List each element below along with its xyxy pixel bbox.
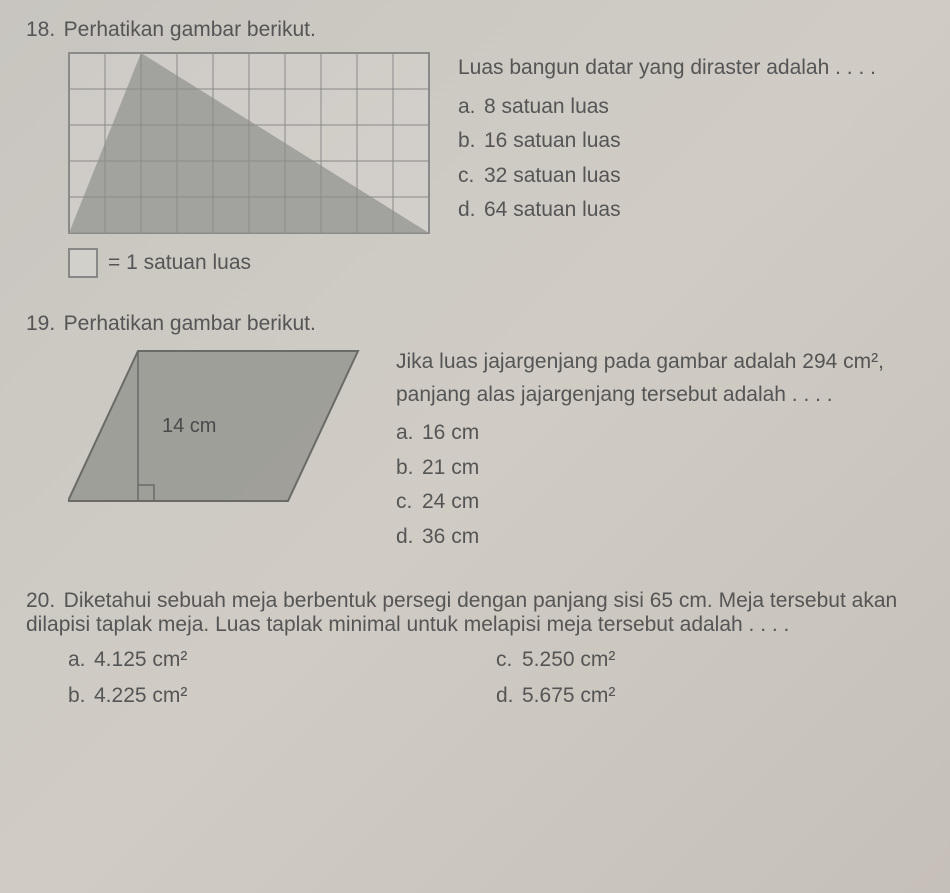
option-text: 16 cm xyxy=(422,421,479,444)
q19-option-a: a.16 cm xyxy=(396,417,924,450)
question-20: 20. Diketahui sebuah meja berbentuk pers… xyxy=(26,589,924,714)
q18-option-d: d.64 satuan luas xyxy=(458,194,924,227)
q18-legend: = 1 satuan luas xyxy=(68,248,924,278)
option-letter: b. xyxy=(458,125,484,158)
q18-option-b: b.16 satuan luas xyxy=(458,125,924,158)
q20-option-d: d.5.675 cm² xyxy=(496,679,924,713)
option-text: 5.250 cm² xyxy=(522,648,615,671)
q19-para-svg: 14 cm xyxy=(68,346,368,516)
option-letter: b. xyxy=(396,452,422,485)
q19-option-b: b.21 cm xyxy=(396,452,924,485)
q20-option-a: a.4.125 cm² xyxy=(68,643,496,677)
legend-square-icon xyxy=(68,248,98,278)
option-letter: b. xyxy=(68,679,94,713)
option-text: 21 cm xyxy=(422,456,479,479)
question-19: 19. Perhatikan gambar berikut. 14 cm Jik… xyxy=(26,312,924,555)
q18-figure xyxy=(68,52,430,234)
option-text: 4.225 cm² xyxy=(94,684,187,707)
q20-option-b: b.4.225 cm² xyxy=(68,679,496,713)
option-text: 64 satuan luas xyxy=(484,198,621,221)
q19-figure: 14 cm xyxy=(68,346,368,516)
q18-grid-svg xyxy=(68,52,430,234)
option-text: 32 satuan luas xyxy=(484,164,621,187)
option-text: 16 satuan luas xyxy=(484,129,621,152)
q20-text: Diketahui sebuah meja berbentuk persegi … xyxy=(26,589,897,636)
option-letter: c. xyxy=(458,160,484,193)
option-letter: a. xyxy=(68,643,94,677)
q20-option-c: c.5.250 cm² xyxy=(496,643,924,677)
q18-legend-text: = 1 satuan luas xyxy=(108,251,251,275)
option-text: 5.675 cm² xyxy=(522,684,615,707)
q19-stem: Jika luas jajargenjang pada gambar adala… xyxy=(396,346,924,411)
option-letter: d. xyxy=(458,194,484,227)
q19-option-c: c.24 cm xyxy=(396,486,924,519)
option-text: 24 cm xyxy=(422,490,479,513)
question-18: 18. Perhatikan gambar berikut. Luas bang… xyxy=(26,18,924,278)
option-letter: a. xyxy=(396,417,422,450)
q18-prompt: Perhatikan gambar berikut. xyxy=(64,18,316,41)
q19-height-label: 14 cm xyxy=(162,415,216,437)
option-letter: d. xyxy=(496,679,522,713)
option-text: 8 satuan luas xyxy=(484,95,609,118)
q18-number: 18. xyxy=(26,18,55,41)
q18-option-c: c.32 satuan luas xyxy=(458,160,924,193)
q19-prompt: Perhatikan gambar berikut. xyxy=(64,312,316,335)
option-letter: d. xyxy=(396,521,422,554)
option-letter: c. xyxy=(396,486,422,519)
option-letter: c. xyxy=(496,643,522,677)
option-text: 36 cm xyxy=(422,525,479,548)
q18-option-a: a.8 satuan luas xyxy=(458,91,924,124)
q20-number: 20. xyxy=(26,589,55,612)
option-letter: a. xyxy=(458,91,484,124)
option-text: 4.125 cm² xyxy=(94,648,187,671)
q19-number: 19. xyxy=(26,312,55,335)
q19-option-d: d.36 cm xyxy=(396,521,924,554)
q18-stem: Luas bangun datar yang diraster adalah .… xyxy=(458,52,924,85)
